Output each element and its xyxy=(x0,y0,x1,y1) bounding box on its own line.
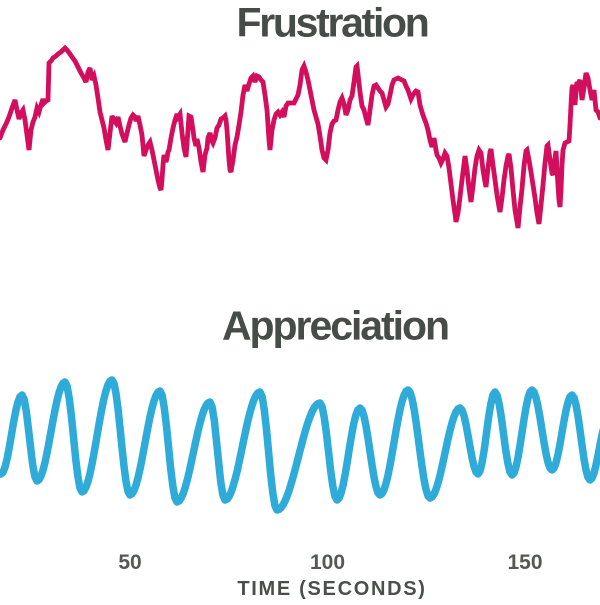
svg-text:100: 100 xyxy=(310,551,345,574)
svg-text:TIME (SECONDS): TIME (SECONDS) xyxy=(237,578,426,600)
svg-text:150: 150 xyxy=(507,551,542,574)
svg-text:Frustration: Frustration xyxy=(236,0,427,46)
svg-text:Appreciation: Appreciation xyxy=(222,303,448,349)
svg-text:50: 50 xyxy=(118,551,141,574)
